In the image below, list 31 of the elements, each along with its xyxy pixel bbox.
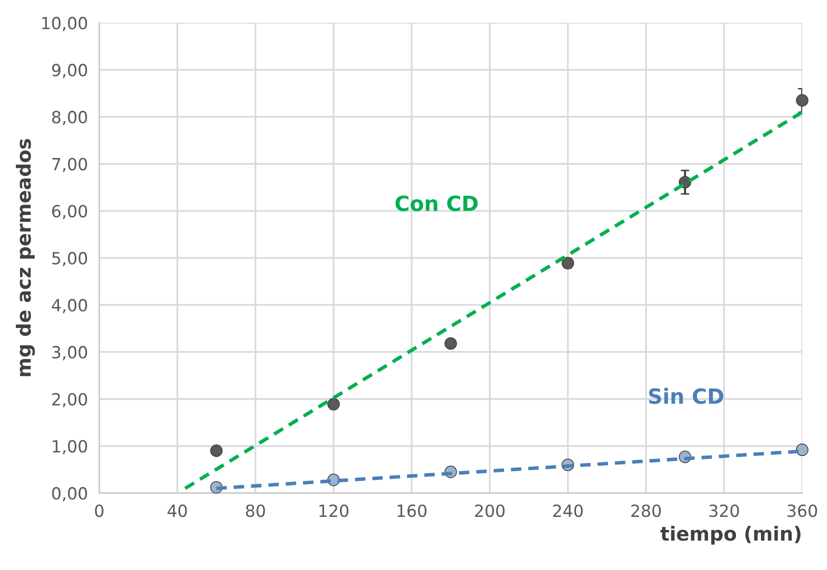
x-tick-label: 0 <box>95 504 104 518</box>
text: Sin CD <box>649 388 724 404</box>
y-tick-label: 10,00 <box>42 16 88 32</box>
y-tick-label: 3,00 <box>52 346 88 360</box>
y-tick-label: 4,00 <box>52 298 88 314</box>
y-tick-label: 5,00 <box>52 252 88 266</box>
point <box>562 256 574 270</box>
x-tick-label: 120 <box>319 504 348 518</box>
y-tick-label: 2,00 <box>52 392 88 408</box>
point <box>327 398 340 410</box>
point <box>210 444 223 457</box>
y-tick-label: 1,00 <box>52 440 88 454</box>
point <box>796 94 808 107</box>
y-tick-label: 9,00 <box>52 64 88 78</box>
y-axis-title: mg de acz permeados <box>16 139 35 376</box>
x-tick-label: 80 <box>246 504 265 518</box>
point <box>796 444 808 456</box>
x-tick-label: 40 <box>168 504 187 518</box>
y-tick-label: 6,00 <box>52 204 88 220</box>
x-tick-label: 280 <box>631 504 661 518</box>
x-tick-label: 360 <box>788 504 817 518</box>
x-tick-label: 160 <box>398 504 426 518</box>
text: Con CD <box>396 195 478 212</box>
x-tick-label: 200 <box>475 504 505 518</box>
y-tick-label: 0,00 <box>52 487 88 502</box>
x-tick-label: 240 <box>553 504 583 518</box>
x-tick-label: 320 <box>709 504 739 518</box>
y-tick-label: 7,00 <box>52 158 88 172</box>
x-axis-title: tiempo (min) <box>660 526 801 545</box>
y-tick-label: 8,00 <box>52 110 88 126</box>
point <box>444 337 457 350</box>
